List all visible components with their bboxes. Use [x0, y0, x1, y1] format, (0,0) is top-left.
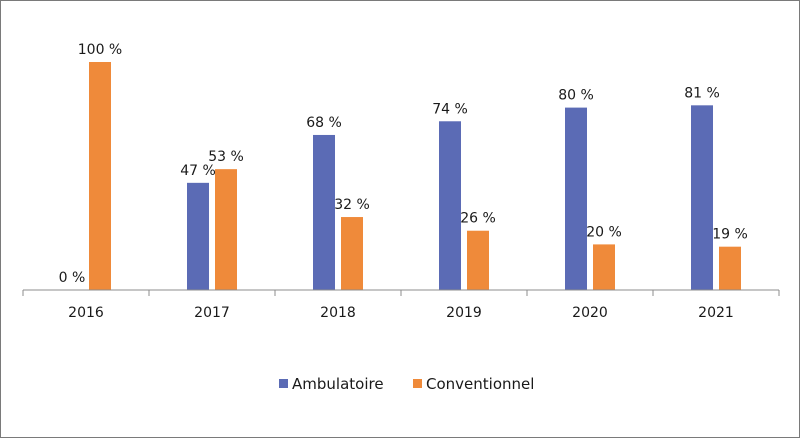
bar-conventionnel-2017	[215, 169, 237, 290]
legend: Ambulatoire Conventionnel	[279, 375, 534, 393]
data-label-conventionnel-2021: 19 %	[712, 227, 748, 243]
data-label-conventionnel-2017: 53 %	[208, 149, 244, 165]
data-label-ambulatoire-2020: 80 %	[558, 88, 594, 104]
legend-swatch-conventionnel	[413, 379, 422, 388]
bar-conventionnel-2019	[467, 230, 489, 290]
x-tick-label-2016: 2016	[68, 305, 104, 321]
bar-conventionnel-2020	[593, 244, 615, 290]
x-axis-ticks: 2016 2017 2018 2019 2020 2021	[22, 290, 780, 321]
data-label-conventionnel-2016: 100 %	[78, 42, 122, 58]
x-tick-label-2019: 2019	[446, 305, 482, 321]
bar-ambulatoire-2019	[439, 121, 461, 290]
bar-conventionnel-2021	[719, 246, 741, 290]
bar-ambulatoire-2021	[691, 105, 713, 290]
bar-conventionnel-2018	[341, 217, 363, 290]
data-labels-layer: 0 % 100 % 47 %53 % 68 % 32 % 74 % 26 % 80 % 20 %…	[59, 42, 748, 286]
bars-layer	[89, 62, 741, 290]
data-label-conventionnel-2018: 32 %	[334, 197, 370, 213]
data-label-conventionnel-2020: 20 %	[586, 224, 622, 240]
data-label-ambulatoire-2019: 74 %	[432, 101, 468, 117]
legend-label-ambulatoire: Ambulatoire	[292, 375, 384, 393]
data-label-ambulatoire-2021: 81 %	[684, 85, 720, 101]
bar-ambulatoire-2020	[565, 107, 587, 290]
bar-ambulatoire-2018	[313, 134, 335, 290]
data-label-ambulatoire-2017: 47 %	[180, 163, 216, 179]
x-tick-label-2017: 2017	[194, 305, 230, 321]
bar-ambulatoire-2017	[187, 182, 209, 290]
data-label-ambulatoire-2018: 68 %	[306, 115, 342, 131]
x-tick-label-2021: 2021	[698, 305, 734, 321]
x-tick-label-2020: 2020	[572, 305, 608, 321]
bar-conventionnel-2016	[89, 62, 111, 290]
legend-label-conventionnel: Conventionnel	[426, 375, 534, 393]
x-tick-label-2018: 2018	[320, 305, 356, 321]
data-label-ambulatoire-2016: 0 %	[59, 270, 86, 286]
data-label-conventionnel-2019: 26 %	[460, 211, 496, 227]
legend-swatch-ambulatoire	[279, 379, 288, 388]
